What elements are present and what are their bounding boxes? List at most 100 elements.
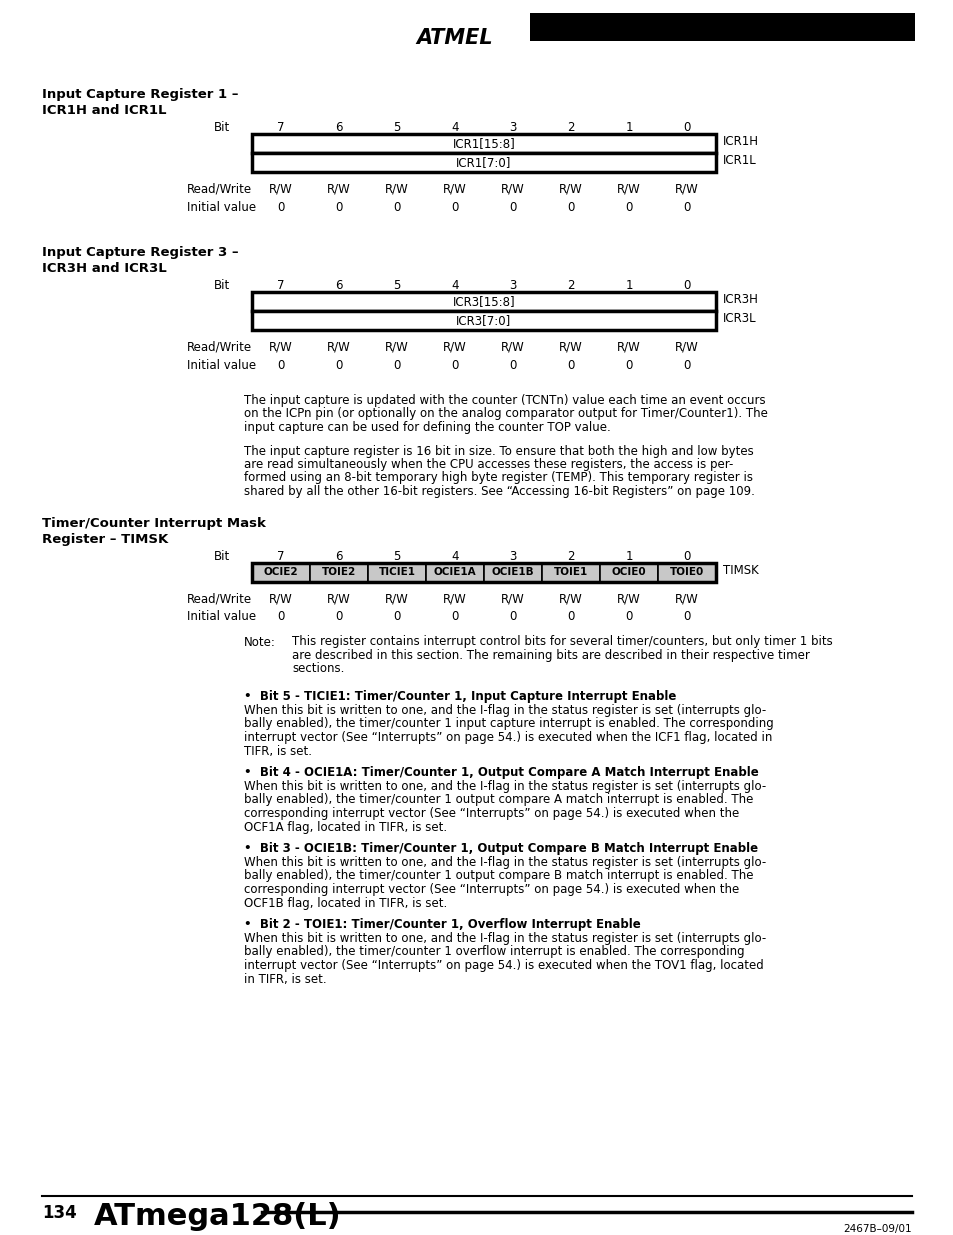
Text: 0: 0	[682, 121, 690, 135]
Text: R/W: R/W	[442, 183, 466, 196]
Text: 0: 0	[682, 279, 690, 291]
Text: input capture can be used for defining the counter TOP value.: input capture can be used for defining t…	[244, 421, 610, 433]
Text: 1: 1	[624, 550, 632, 562]
Text: R/W: R/W	[617, 183, 640, 196]
Text: 0: 0	[451, 201, 458, 214]
Text: ICR1H: ICR1H	[722, 135, 759, 148]
Bar	[252, 135, 716, 153]
Text: 0: 0	[624, 359, 632, 372]
Bar	[310, 562, 368, 582]
Text: 0: 0	[393, 359, 400, 372]
Text: 0: 0	[451, 359, 458, 372]
Text: When this bit is written to one, and the I-flag in the status register is set (i: When this bit is written to one, and the…	[244, 856, 765, 869]
Text: TOIE2: TOIE2	[321, 567, 355, 577]
Text: R/W: R/W	[617, 593, 640, 605]
Text: OCF1A flag, located in TIFR, is set.: OCF1A flag, located in TIFR, is set.	[244, 820, 447, 834]
Text: OCIE2: OCIE2	[263, 567, 298, 577]
Bar	[426, 562, 483, 582]
Text: •  Bit 2 - TOIE1: Timer/Counter 1, Overflow Interrupt Enable: • Bit 2 - TOIE1: Timer/Counter 1, Overfl…	[244, 918, 640, 931]
Text: 6: 6	[335, 121, 342, 135]
Text: 7: 7	[277, 550, 284, 562]
Text: on the ICPn pin (or optionally on the analog comparator output for Timer/Counter: on the ICPn pin (or optionally on the an…	[244, 408, 767, 420]
Bar	[368, 562, 426, 582]
Text: Read/Write: Read/Write	[187, 593, 252, 605]
Text: 0: 0	[335, 359, 342, 372]
Text: 2467B–09/01: 2467B–09/01	[842, 1224, 911, 1234]
Text: Register – TIMSK: Register – TIMSK	[42, 532, 168, 546]
Text: R/W: R/W	[617, 341, 640, 354]
Text: in TIFR, is set.: in TIFR, is set.	[244, 972, 326, 986]
Text: Read/Write: Read/Write	[187, 341, 252, 354]
Text: TIFR, is set.: TIFR, is set.	[244, 745, 312, 757]
Text: ATMEL: ATMEL	[416, 28, 493, 48]
Text: 0: 0	[624, 201, 632, 214]
Text: R/W: R/W	[442, 341, 466, 354]
Text: ICR3L: ICR3L	[722, 312, 756, 325]
Text: 2: 2	[567, 279, 574, 291]
Text: are read simultaneously when the CPU accesses these registers, the access is per: are read simultaneously when the CPU acc…	[244, 458, 733, 471]
Bar	[483, 562, 541, 582]
Bar	[252, 562, 716, 582]
Text: TIMSK: TIMSK	[722, 563, 758, 577]
Text: 0: 0	[567, 359, 574, 372]
Text: 3: 3	[509, 121, 517, 135]
Text: R/W: R/W	[558, 593, 582, 605]
Text: TICIE1: TICIE1	[378, 567, 416, 577]
Text: OCIE1A: OCIE1A	[434, 567, 476, 577]
Bar	[541, 562, 599, 582]
Text: R/W: R/W	[385, 593, 409, 605]
Text: 0: 0	[277, 610, 284, 624]
Text: shared by all the other 16-bit registers. See “Accessing 16-bit Registers” on pa: shared by all the other 16-bit registers…	[244, 485, 754, 498]
Text: R/W: R/W	[500, 593, 524, 605]
Text: sections.: sections.	[292, 662, 344, 676]
Text: 3: 3	[509, 550, 517, 562]
Text: 2: 2	[567, 121, 574, 135]
Text: 0: 0	[393, 610, 400, 624]
Text: Input Capture Register 1 –: Input Capture Register 1 –	[42, 88, 238, 101]
Text: ICR1L: ICR1L	[722, 154, 756, 167]
Text: R/W: R/W	[269, 183, 293, 196]
Text: 0: 0	[624, 610, 632, 624]
Text: ICR3H: ICR3H	[722, 293, 758, 306]
Text: 0: 0	[509, 610, 517, 624]
Text: 4: 4	[451, 279, 458, 291]
Text: OCIE0: OCIE0	[611, 567, 645, 577]
Text: Initial value: Initial value	[187, 201, 255, 214]
Text: 2: 2	[567, 550, 574, 562]
Text: The input capture register is 16 bit in size. To ensure that both the high and l: The input capture register is 16 bit in …	[244, 445, 753, 457]
Text: 3: 3	[509, 279, 517, 291]
Text: R/W: R/W	[327, 593, 351, 605]
Text: 0: 0	[451, 610, 458, 624]
Text: ICR1[7:0]: ICR1[7:0]	[456, 156, 511, 169]
Text: ATmega128(L): ATmega128(L)	[94, 1202, 341, 1231]
Text: formed using an 8-bit temporary high byte register (TEMP). This temporary regist: formed using an 8-bit temporary high byt…	[244, 472, 752, 484]
Text: R/W: R/W	[675, 341, 699, 354]
Bar	[252, 291, 716, 311]
Text: 0: 0	[682, 610, 690, 624]
Text: Input Capture Register 3 –: Input Capture Register 3 –	[42, 246, 238, 259]
Text: R/W: R/W	[269, 341, 293, 354]
Text: •  Bit 5 - TICIE1: Timer/Counter 1, Input Capture Interrupt Enable: • Bit 5 - TICIE1: Timer/Counter 1, Input…	[244, 690, 676, 703]
Text: R/W: R/W	[675, 183, 699, 196]
Text: Read/Write: Read/Write	[187, 183, 252, 196]
Text: R/W: R/W	[327, 341, 351, 354]
Text: bally enabled), the timer/counter 1 overflow interrupt is enabled. The correspon: bally enabled), the timer/counter 1 over…	[244, 946, 744, 958]
Text: 4: 4	[451, 121, 458, 135]
Text: ICR3H and ICR3L: ICR3H and ICR3L	[42, 262, 167, 275]
Text: 0: 0	[682, 359, 690, 372]
Text: R/W: R/W	[442, 593, 466, 605]
Text: interrupt vector (See “Interrupts” on page 54.) is executed when the ICF1 flag, : interrupt vector (See “Interrupts” on pa…	[244, 731, 772, 743]
Text: 5: 5	[393, 279, 400, 291]
Text: Note:: Note:	[244, 636, 275, 648]
Text: R/W: R/W	[675, 593, 699, 605]
Text: Bit: Bit	[213, 550, 230, 562]
Text: When this bit is written to one, and the I-flag in the status register is set (i: When this bit is written to one, and the…	[244, 781, 765, 793]
Text: 0: 0	[682, 201, 690, 214]
Text: R/W: R/W	[500, 183, 524, 196]
Text: TOIE0: TOIE0	[669, 567, 703, 577]
Text: Initial value: Initial value	[187, 610, 255, 624]
Text: ICR3[15:8]: ICR3[15:8]	[453, 295, 515, 308]
Text: are described in this section. The remaining bits are described in their respect: are described in this section. The remai…	[292, 650, 809, 662]
Text: 134: 134	[42, 1204, 76, 1221]
Text: R/W: R/W	[327, 183, 351, 196]
